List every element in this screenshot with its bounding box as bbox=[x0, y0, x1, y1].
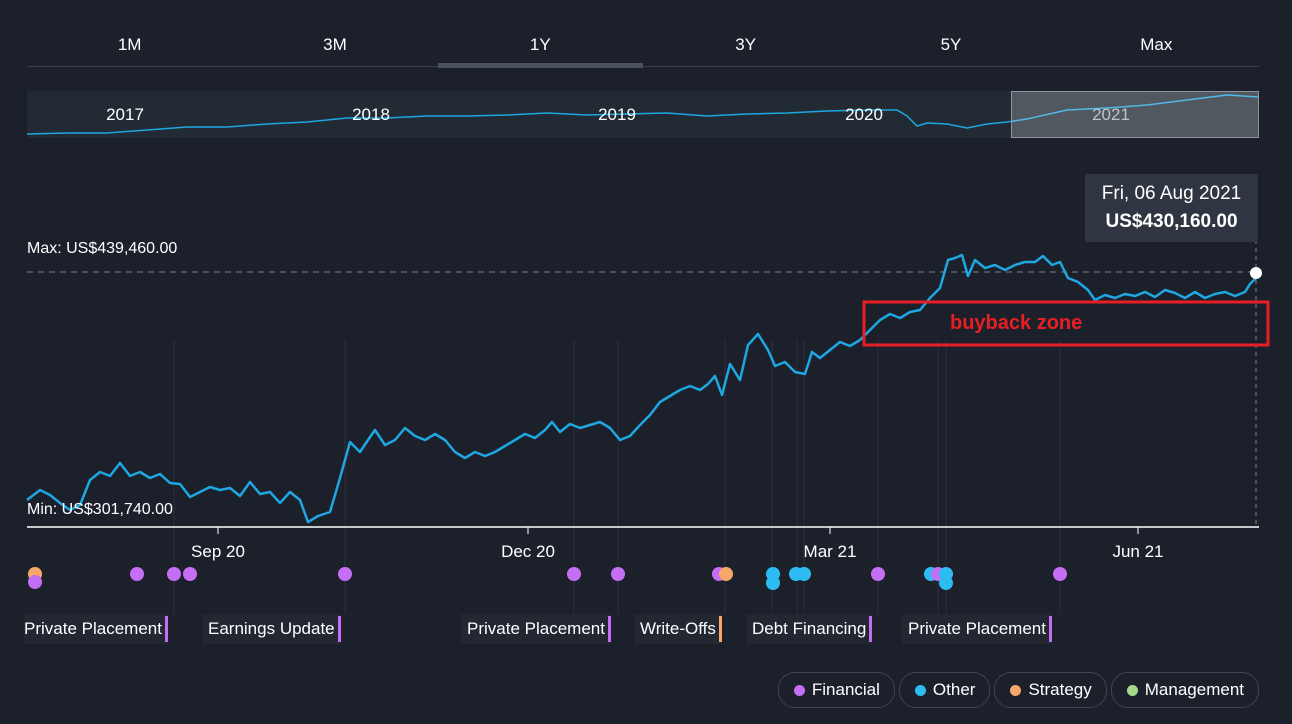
event-legend: Financial Other Strategy Management bbox=[777, 672, 1259, 708]
event-label-private-placement[interactable]: Private Placement bbox=[461, 614, 611, 644]
event-dot[interactable] bbox=[183, 567, 197, 581]
strategy-dot-icon bbox=[1010, 684, 1022, 696]
tab-max[interactable]: Max bbox=[1140, 35, 1173, 54]
event-dot[interactable] bbox=[167, 567, 181, 581]
management-dot-icon bbox=[1126, 684, 1138, 696]
event-dot[interactable] bbox=[1053, 567, 1067, 581]
x-tick-label: Dec 20 bbox=[501, 542, 555, 561]
other-dot-icon bbox=[914, 684, 926, 696]
event-dot[interactable] bbox=[611, 567, 625, 581]
navigator-sparkline bbox=[27, 94, 1259, 135]
x-tick-label: Mar 21 bbox=[804, 542, 857, 561]
financial-dot-icon bbox=[793, 684, 805, 696]
event-dot[interactable] bbox=[766, 576, 780, 590]
event-label-private-placement[interactable]: Private Placement bbox=[902, 614, 1052, 644]
event-label-private-placement[interactable]: Private Placement bbox=[24, 614, 168, 644]
event-dot[interactable] bbox=[338, 567, 352, 581]
tab-3m[interactable]: 3M bbox=[323, 35, 347, 54]
event-dot[interactable] bbox=[797, 567, 811, 581]
navigator-year-2020: 2020 bbox=[845, 105, 883, 124]
navigator-year-2018: 2018 bbox=[352, 105, 390, 124]
min-label: Min: US$301,740.00 bbox=[27, 501, 173, 518]
event-dot[interactable] bbox=[130, 567, 144, 581]
tab-3y[interactable]: 3Y bbox=[735, 35, 757, 54]
event-label-write-offs[interactable]: Write-Offs bbox=[634, 614, 722, 644]
range-navigator[interactable]: 2017 2018 2019 2020 2021 bbox=[27, 91, 1259, 138]
hover-point bbox=[1250, 267, 1262, 279]
tab-1y[interactable]: 1Y bbox=[437, 28, 644, 68]
event-dot[interactable] bbox=[871, 567, 885, 581]
tab-5y[interactable]: 5Y bbox=[940, 35, 962, 54]
price-tooltip: Fri, 06 Aug 2021 US$430,160.00 bbox=[1085, 174, 1258, 242]
x-tick-label: Sep 20 bbox=[191, 542, 245, 561]
legend-management[interactable]: Management bbox=[1110, 672, 1259, 708]
x-axis-ticks: Sep 20 Dec 20 Mar 21 Jun 21 bbox=[191, 527, 1164, 561]
max-label: Max: US$439,460.00 bbox=[27, 240, 177, 257]
event-dot[interactable] bbox=[28, 575, 42, 589]
event-dots bbox=[28, 567, 1067, 590]
legend-other[interactable]: Other bbox=[898, 672, 991, 708]
tab-1m[interactable]: 1M bbox=[117, 35, 142, 54]
tooltip-price: US$430,160.00 bbox=[1105, 211, 1238, 232]
navigator-year-2017: 2017 bbox=[106, 105, 144, 124]
legend-strategy[interactable]: Strategy bbox=[994, 672, 1107, 708]
event-dot[interactable] bbox=[939, 576, 953, 590]
tooltip-date: Fri, 06 Aug 2021 bbox=[1101, 183, 1242, 204]
event-dot[interactable] bbox=[567, 567, 581, 581]
navigator-selection-window[interactable] bbox=[1011, 91, 1259, 138]
navigator-year-2019: 2019 bbox=[598, 105, 636, 124]
buyback-zone-label: buyback zone bbox=[950, 312, 1082, 334]
event-label-debt-financing[interactable]: Debt Financing bbox=[746, 614, 873, 644]
buyback-zone-box bbox=[862, 300, 1270, 347]
legend-financial[interactable]: Financial bbox=[777, 672, 895, 708]
navigator-year-2021: 2021 bbox=[1092, 105, 1130, 124]
price-line-series bbox=[26, 253, 1257, 524]
x-tick-label: Jun 21 bbox=[1112, 542, 1163, 561]
event-dot[interactable] bbox=[719, 567, 733, 581]
event-label-earnings-update[interactable]: Earnings Update bbox=[202, 614, 341, 644]
range-tabs: 1M 3M 1Y 3Y 5Y Max bbox=[27, 28, 1259, 68]
